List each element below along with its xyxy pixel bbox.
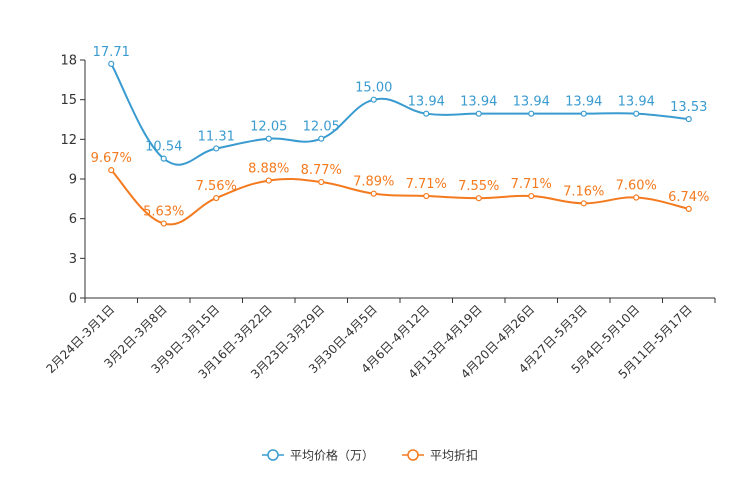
data-label: 7.16% [563,184,604,199]
legend-label: 平均折扣 [430,448,478,463]
data-point[interactable] [370,96,377,103]
data-point[interactable] [265,177,272,184]
data-label: 13.94 [513,95,550,110]
data-point[interactable] [265,135,272,142]
data-point[interactable] [475,195,482,202]
legend-marker [267,449,279,461]
legend[interactable]: 平均价格（万） 平均折扣 [262,448,478,463]
data-point[interactable] [633,194,640,201]
data-point[interactable] [633,110,640,117]
data-label: 15.00 [355,81,392,96]
data-label: 12.05 [250,120,287,135]
data-point[interactable] [108,167,115,174]
data-point[interactable] [423,192,430,200]
legend-item-2[interactable]: 平均折扣 [402,448,478,463]
data-point[interactable] [108,60,115,67]
data-label: 5.63% [143,205,184,220]
data-label: 6.74% [668,190,709,205]
data-point[interactable] [318,135,325,142]
data-label: 9.67% [91,151,132,166]
data-label: 12.05 [303,120,340,135]
data-label: 8.77% [301,163,342,178]
data-label: 8.88% [248,162,289,177]
data-label: 11.31 [198,129,235,144]
series-line-1 [110,63,689,166]
data-label: 7.71% [406,177,447,192]
data-point[interactable] [370,190,377,197]
y-tick-label: 12 [60,133,77,148]
data-point[interactable] [318,178,325,186]
data-label: 13.94 [460,95,497,110]
data-point[interactable] [213,194,220,202]
data-point[interactable] [528,110,535,117]
legend-item-1[interactable]: 平均价格（万） [262,448,374,463]
y-tick-label: 3 [69,252,77,267]
data-label: 13.53 [670,100,707,115]
data-label: 13.94 [618,95,655,110]
data-label: 7.89% [353,175,394,190]
y-tick-label: 18 [60,54,77,69]
data-label: 13.94 [408,95,445,110]
legend-marker [407,449,419,461]
data-label: 13.94 [565,95,602,110]
y-tick-label: 9 [69,173,77,188]
data-label: 7.71% [511,177,552,192]
series-layer [108,60,692,227]
data-point[interactable] [160,220,167,227]
data-point[interactable] [213,145,220,152]
data-point[interactable] [685,205,692,212]
y-tick-label: 15 [60,93,77,108]
y-tick-label: 6 [69,212,77,227]
data-point[interactable] [528,192,535,200]
data-label: 7.60% [616,179,657,194]
data-point[interactable] [160,155,167,162]
data-point[interactable] [423,110,430,117]
data-point[interactable] [685,116,692,123]
data-labels-layer: 17.71 10.54 11.31 12.05 12.05 15.00 13.94 13.94… [91,45,710,220]
data-label: 7.56% [196,179,237,194]
data-label: 7.55% [458,179,499,194]
data-label: 17.71 [93,45,130,60]
y-tick-label: 0 [69,292,77,307]
legend-label: 平均价格（万） [290,448,374,463]
data-label: 10.54 [145,140,182,155]
data-point[interactable] [475,110,482,117]
data-point[interactable] [580,200,587,207]
data-point[interactable] [580,110,587,117]
